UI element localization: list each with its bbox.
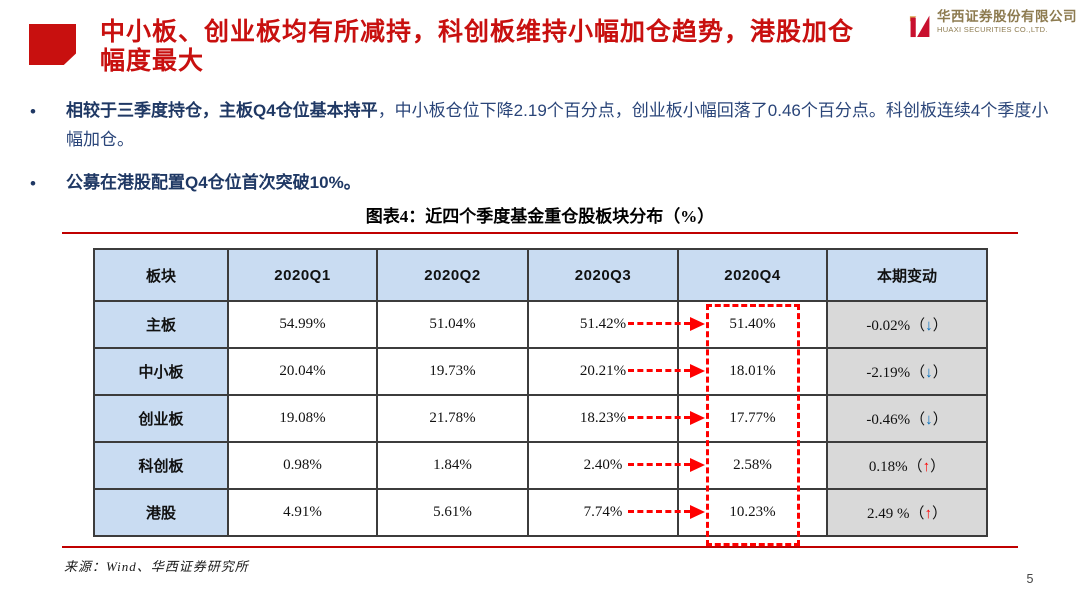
change-direction-icon: ↑	[924, 506, 933, 522]
logo-company-name-en: HUAXI SECURITIES CO.,LTD.	[937, 25, 1048, 34]
bullet-1-rest: ，中小板仓位下降2.19个百分点，创业板小幅回落了0.46个百分点。科创板连续4…	[66, 101, 1049, 149]
change-direction-icon: ↑	[922, 459, 931, 475]
change-value: -0.46%	[866, 412, 911, 428]
divider-top	[62, 232, 1018, 234]
cell-value: 5.61%	[376, 488, 529, 537]
cell-value: 19.08%	[227, 394, 378, 443]
change-direction-icon: ↓	[925, 412, 933, 428]
paren-close: ）	[932, 412, 948, 428]
table-row: 主板 54.99% 51.04% 51.42% 51.40% -0.02%（↓）	[93, 300, 988, 349]
huaxi-securities-logo: 华西证券股份有限公司 HUAXI SECURITIES CO.,LTD.	[906, 9, 1077, 43]
dashed-arrow-icon	[628, 363, 705, 378]
huaxi-logo-mark-icon	[909, 15, 930, 38]
logo-company-name-cn: 华西证券股份有限公司	[937, 9, 1077, 24]
cell-value: 54.99%	[227, 300, 378, 349]
fund-holdings-table: 板块 2020Q1 2020Q2 2020Q3 2020Q4 本期变动 主板 5…	[93, 248, 988, 537]
row-label: 主板	[93, 300, 229, 349]
paren-open: （	[910, 365, 926, 381]
row-label: 港股	[93, 488, 229, 537]
dashed-arrow-icon	[628, 316, 705, 331]
change-direction-icon: ↓	[925, 318, 933, 334]
table-row: 港股 4.91% 5.61% 7.74% 10.23% 2.49 %（↑）	[93, 488, 988, 537]
cell-value: 51.04%	[376, 300, 529, 349]
paren-close: ）	[932, 506, 948, 522]
column-header-board: 板块	[93, 248, 229, 302]
change-cell: 0.18%（↑）	[826, 441, 988, 490]
cell-value-q4: 2.58%	[677, 441, 828, 490]
table-row: 科创板 0.98% 1.84% 2.40% 2.58% 0.18%（↑）	[93, 441, 988, 490]
paren-open: （	[907, 459, 923, 475]
column-header-2020q4: 2020Q4	[677, 248, 828, 302]
bullet-icon: •	[30, 102, 36, 121]
cell-value: 1.84%	[376, 441, 529, 490]
divider-bottom	[62, 546, 1018, 548]
bullet-1-bold: 相较于三季度持仓，主板Q4仓位基本持平	[66, 101, 378, 120]
source-note: 来源：Wind、华西证券研究所	[64, 559, 249, 574]
paren-open: （	[910, 412, 926, 428]
row-label: 创业板	[93, 394, 229, 443]
cell-value-q4: 10.23%	[677, 488, 828, 537]
dashed-arrow-icon	[628, 504, 705, 519]
paren-close: ）	[932, 318, 948, 334]
dashed-arrow-icon	[628, 457, 705, 472]
column-header-2020q2: 2020Q2	[376, 248, 529, 302]
bullet-icon: •	[30, 174, 36, 193]
change-cell: -0.02%（↓）	[826, 300, 988, 349]
paren-open: （	[910, 318, 926, 334]
bullet-text-1: 相较于三季度持仓，主板Q4仓位基本持平，中小板仓位下降2.19个百分点，创业板小…	[66, 96, 1054, 154]
change-value: -0.02%	[866, 318, 911, 334]
change-cell: 2.49 %（↑）	[826, 488, 988, 537]
paren-close: ）	[930, 459, 946, 475]
paren-close: ）	[932, 365, 948, 381]
page-title-line2: 幅度最大	[100, 47, 205, 75]
logo-text: 华西证券股份有限公司 HUAXI SECURITIES CO.,LTD.	[937, 9, 1077, 35]
column-header-2020q1: 2020Q1	[227, 248, 378, 302]
table-row: 中小板 20.04% 19.73% 20.21% 18.01% -2.19%（↓…	[93, 347, 988, 396]
change-value: 2.49 %	[866, 506, 910, 522]
bullet-2-bold: 公募在港股配置Q4仓位首次突破10%。	[66, 173, 361, 192]
change-value: 0.18%	[868, 459, 908, 475]
page-number: 5	[1026, 572, 1034, 586]
paren-open: （	[909, 506, 925, 522]
row-label: 中小板	[93, 347, 229, 396]
table-row: 创业板 19.08% 21.78% 18.23% 17.77% -0.46%（↓…	[93, 394, 988, 443]
page-title: 中小板、创业板均有所减持，科创板维持小幅加仓趋势，港股加仓 幅度最大	[100, 18, 920, 76]
column-header-2020q3: 2020Q3	[527, 248, 679, 302]
cell-value: 21.78%	[376, 394, 529, 443]
q4-highlight-box	[706, 304, 800, 546]
cell-value: 0.98%	[227, 441, 378, 490]
change-value: -2.19%	[866, 365, 911, 381]
cell-value: 20.04%	[227, 347, 378, 396]
title-accent-square	[29, 24, 76, 65]
cell-value-q4: 18.01%	[677, 347, 828, 396]
table-header-row: 板块 2020Q1 2020Q2 2020Q3 2020Q4 本期变动	[93, 248, 988, 302]
change-cell: -0.46%（↓）	[826, 394, 988, 443]
figure-title: 图表4：近四个季度基金重仓股板块分布（%）	[365, 207, 715, 226]
bullet-text-2: 公募在港股配置Q4仓位首次突破10%。	[66, 168, 1054, 197]
page-title-line1: 中小板、创业板均有所减持，科创板维持小幅加仓趋势，港股加仓	[100, 18, 855, 46]
column-header-change: 本期变动	[826, 248, 988, 302]
dashed-arrow-icon	[628, 410, 705, 425]
row-label: 科创板	[93, 441, 229, 490]
cell-value: 4.91%	[227, 488, 378, 537]
change-cell: -2.19%（↓）	[826, 347, 988, 396]
cell-value: 7.74%	[527, 488, 679, 537]
cell-value: 19.73%	[376, 347, 529, 396]
change-direction-icon: ↓	[925, 365, 933, 381]
